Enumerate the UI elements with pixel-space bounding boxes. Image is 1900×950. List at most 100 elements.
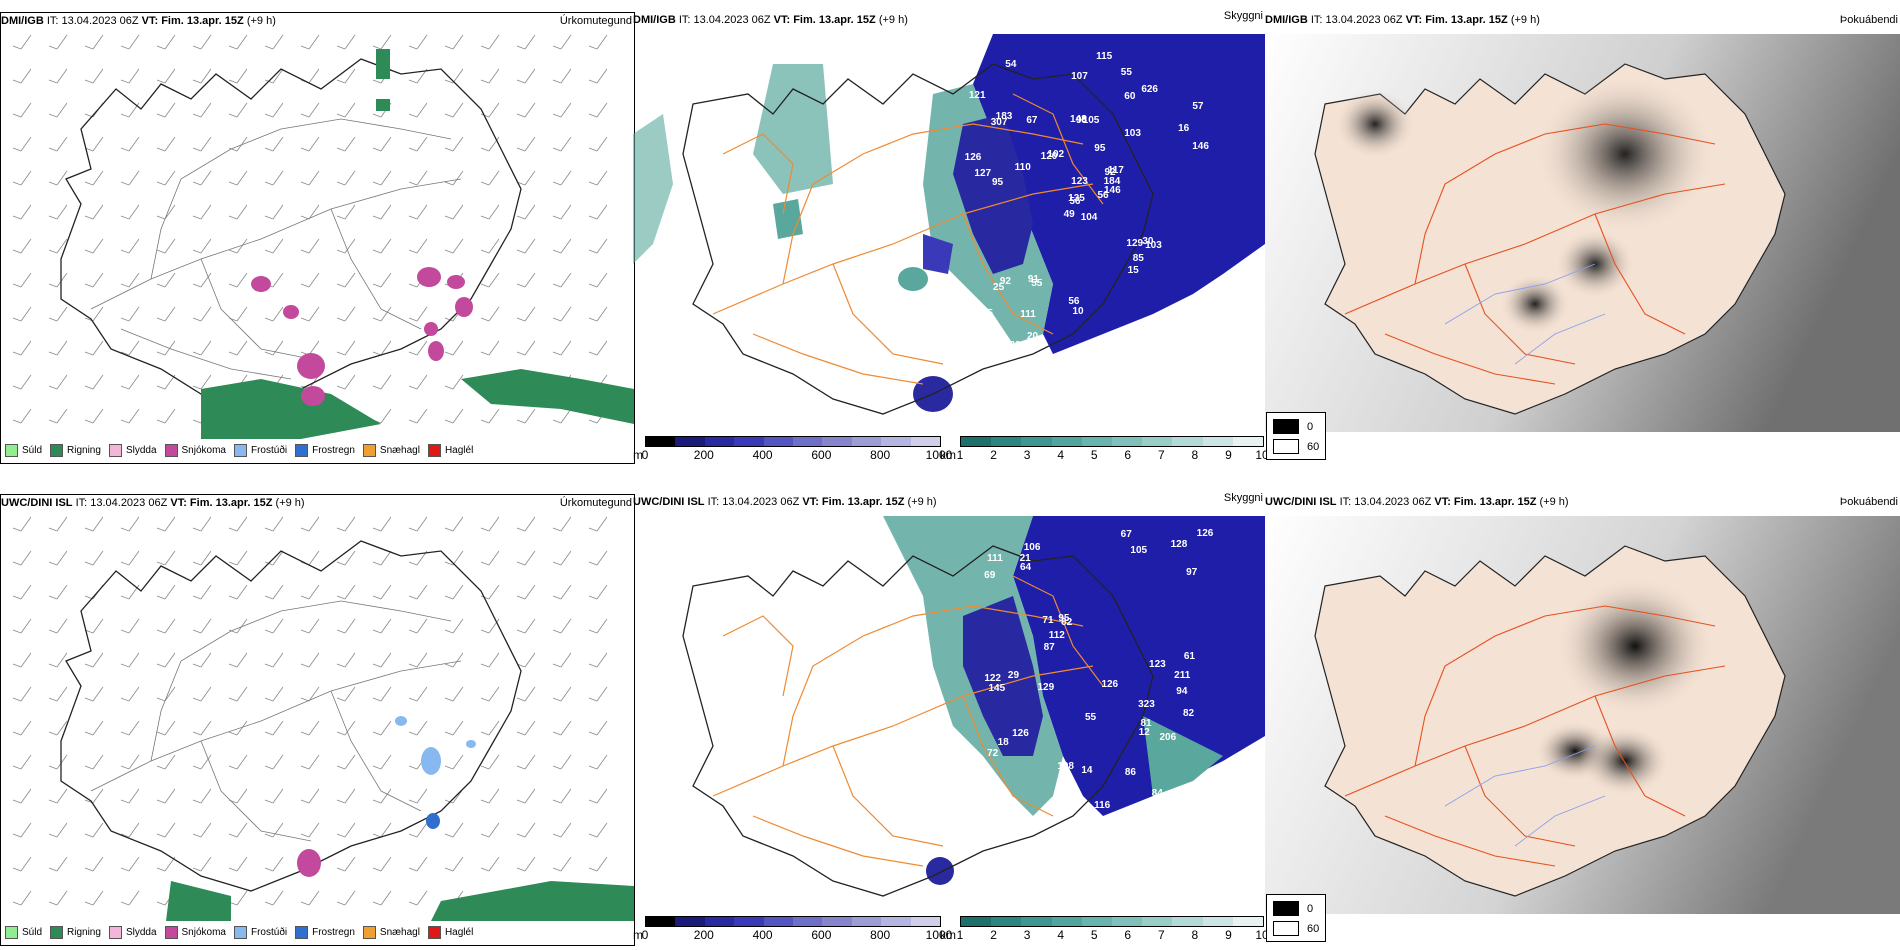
colorbar-tick: 1 xyxy=(956,448,964,462)
colorbar-tick: 2 xyxy=(990,928,997,942)
valid-label: VT: xyxy=(773,14,791,26)
valid-time: Fim. 13.apr. 15Z xyxy=(161,15,244,27)
colorbar-tick: 600 xyxy=(811,928,832,942)
colorbar-tick: 7 xyxy=(1157,928,1165,942)
valid-time: Fim. 13.apr. 15Z xyxy=(793,14,876,26)
ceiling-value-label: 82 xyxy=(1183,707,1195,719)
ceiling-value-label: 56 xyxy=(1097,190,1109,202)
ceiling-value-label: 116 xyxy=(1094,800,1111,812)
model-name: DMI/IGB xyxy=(1265,14,1308,26)
colorbar-tick: 800 xyxy=(870,928,891,942)
legend-item: Slydda xyxy=(108,443,157,457)
panel-header: UWC/DINI ISL IT: 13.04.2023 06Z VT: Fim.… xyxy=(633,492,1265,510)
fog-map xyxy=(1265,516,1900,914)
colorbar-segment xyxy=(1142,437,1173,446)
ceiling-value-label: 71 xyxy=(1042,615,1054,627)
ceiling-value-label: 72 xyxy=(987,748,999,760)
colorbar-segment xyxy=(1172,917,1203,926)
lead-time: (+9 h) xyxy=(1539,496,1569,508)
panel-header: DMI/IGB IT: 13.04.2023 06Z VT: Fim. 13.a… xyxy=(633,10,1265,28)
colorbar-segment xyxy=(1232,917,1264,926)
panel-title: Úrkomutegund xyxy=(559,15,632,27)
legend-item: Rigning xyxy=(50,443,101,457)
ceiling-value-label: 29 xyxy=(1007,670,1020,682)
visibility-colorbar-top: km 1 2 3 4 5 6 7 8 9 10 xyxy=(940,436,1269,466)
colorbar-segment xyxy=(1202,437,1233,446)
colorbar-segment xyxy=(961,437,992,446)
ceiling-value-label: 55 xyxy=(981,307,993,319)
ceiling-value-label: 54 xyxy=(1005,59,1017,71)
ceiling-value-label: 111 xyxy=(987,552,1003,564)
ceiling-value-label: 57 xyxy=(1192,100,1204,112)
ceiling-value-label: 103 xyxy=(1145,239,1162,251)
colorbar-tick: 9 xyxy=(1225,448,1232,462)
visibility-panel-uwc: UWC/DINI ISL IT: 13.04.2023 06Z VT: Fim.… xyxy=(633,492,1265,914)
colorbar-segment xyxy=(961,917,992,926)
ceiling-value-label: 86 xyxy=(1124,767,1136,779)
ceiling-value-label: 64 xyxy=(1019,561,1032,573)
ceiling-value-label: 323 xyxy=(1138,698,1155,710)
ceiling-value-label: 115 xyxy=(1096,51,1113,63)
legend-item: Frostregn xyxy=(295,443,355,457)
colorbar-segment xyxy=(763,917,794,926)
colorbar-tick: 400 xyxy=(752,448,773,462)
visibility-bar xyxy=(960,436,1264,447)
ceiling-value-label: 145 xyxy=(988,682,1006,694)
colorbar-tick: 3 xyxy=(1023,928,1031,942)
ceiling-value-label: 184 xyxy=(1103,176,1121,188)
ceiling-unit: m xyxy=(633,928,643,942)
ceiling-value-label: 135 xyxy=(1068,192,1085,204)
ceiling-value-label: 73 xyxy=(1108,818,1120,830)
lead-time: (+9 h) xyxy=(275,497,305,509)
colorbar-segment xyxy=(991,917,1022,926)
valid-time: Fim. 13.apr. 15Z xyxy=(1453,496,1537,508)
ceiling-colorbar-bottom: m 0 200 400 600 800 1000 xyxy=(633,916,952,946)
lead-time: (+9 h) xyxy=(246,15,276,27)
fog-legend-min: 0 xyxy=(1307,420,1314,433)
panel-title: Þokuábendi xyxy=(1839,496,1898,508)
ceiling-value-label: 60 xyxy=(1124,91,1136,103)
ceiling-value-label: 85 xyxy=(1132,253,1144,265)
fog-panel-dmi: DMI/IGB IT: 13.04.2023 06Z VT: Fim. 13.a… xyxy=(1265,12,1900,432)
valid-label: VT: xyxy=(170,497,187,509)
ceiling-value-label: 146 xyxy=(1192,141,1209,153)
ceiling-value-label: 122 xyxy=(984,672,1001,684)
ceiling-value-label: 92 xyxy=(999,275,1011,287)
colorbar-tick: 4 xyxy=(1057,928,1064,942)
ceiling-value-label: 120 xyxy=(1040,151,1058,163)
panel-header: DMI/IGB IT: 13.04.2023 06Z VT: Fim. 13.a… xyxy=(1,13,634,29)
ceiling-value-label: 148 xyxy=(1069,113,1087,125)
colorbar-segment xyxy=(704,437,735,446)
colorbar-tick: 9 xyxy=(1225,928,1232,942)
colorbar-segment xyxy=(851,437,882,446)
legend-item: Snjókoma xyxy=(164,925,226,939)
legend-item: Slydda xyxy=(108,925,157,939)
colorbar-segment xyxy=(1021,437,1052,446)
ceiling-value-label: 105 xyxy=(1082,114,1100,126)
panel-header: UWC/DINI ISL IT: 13.04.2023 06Z VT: Fim.… xyxy=(1265,494,1900,510)
fog-legend-min: 0 xyxy=(1307,902,1314,915)
colorbar-segment xyxy=(991,437,1022,446)
ceiling-ticks: 0 200 400 600 800 1000 xyxy=(642,448,953,462)
lead-time: (+9 h) xyxy=(878,14,908,26)
colorbar-segment xyxy=(734,437,764,446)
colorbar-tick: 800 xyxy=(870,448,891,462)
ceiling-value-label: 56 xyxy=(1069,195,1081,207)
ceiling-bar xyxy=(645,436,941,447)
ceiling-value-label: 94 xyxy=(1176,686,1188,698)
colorbar-tick: 5 xyxy=(1090,928,1098,942)
ceiling-value-label: 25 xyxy=(993,281,1005,293)
ceiling-value-label: 126 xyxy=(1196,528,1214,540)
init-time: IT: 13.04.2023 06Z xyxy=(707,496,800,508)
colorbar-tick: 10 xyxy=(1255,448,1269,462)
precip-panel-dmi: DMI/IGB IT: 13.04.2023 06Z VT: Fim. 13.a… xyxy=(0,12,635,464)
colorbar-tick: 6 xyxy=(1124,928,1132,942)
ceiling-bar xyxy=(645,916,941,927)
valid-time: Fim. 13.apr. 15Z xyxy=(1425,14,1508,26)
ceiling-value-label: 95 xyxy=(1058,613,1070,625)
visibility-colorbar-bottom: km 1 2 3 4 5 6 7 8 9 10 xyxy=(940,916,1269,946)
panel-title: Úrkomutegund xyxy=(559,497,632,509)
lead-time: (+9 h) xyxy=(907,496,937,508)
colorbar-tick: 7 xyxy=(1157,448,1165,462)
colorbar-segment xyxy=(910,437,941,446)
